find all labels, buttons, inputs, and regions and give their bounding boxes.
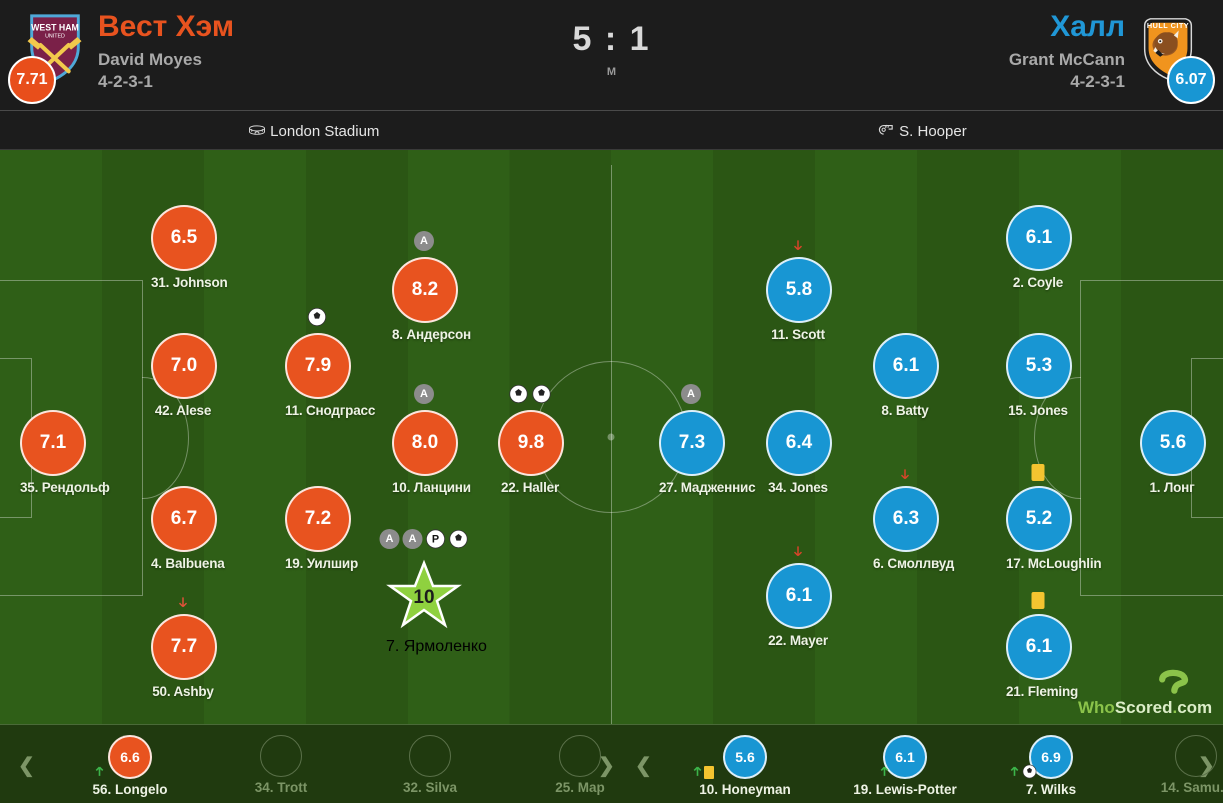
svg-text:P: P (432, 533, 439, 545)
svg-text:10: 10 (413, 587, 434, 608)
svg-text:HULL CITY: HULL CITY (1147, 21, 1189, 30)
